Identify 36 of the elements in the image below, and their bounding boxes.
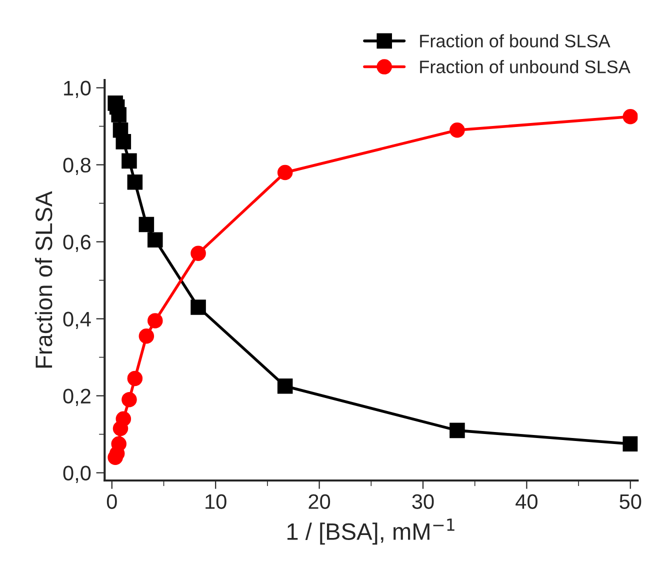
point	[111, 107, 126, 122]
x-tick-label: 20	[308, 494, 330, 509]
point	[148, 313, 163, 328]
y-tick-label: 0,8	[63, 158, 91, 175]
x-tick-label: 10	[206, 494, 226, 509]
point	[116, 411, 132, 427]
point	[122, 392, 137, 408]
point	[138, 328, 154, 344]
y-tick-label: 0,2	[63, 388, 90, 406]
point	[450, 122, 465, 138]
point	[127, 370, 143, 386]
y-tick-label: 0,4	[63, 312, 91, 329]
point	[622, 109, 638, 124]
y-tick-label: 1,0	[64, 80, 91, 98]
legend-label: Fraction of unbound SLSA	[420, 60, 630, 74]
x-tick-label: 50	[620, 494, 642, 509]
y-tick-label: 0,0	[63, 466, 91, 483]
point	[138, 216, 154, 232]
point	[127, 174, 143, 190]
point	[122, 153, 137, 169]
point	[116, 134, 132, 150]
point	[148, 232, 163, 248]
point	[622, 436, 638, 452]
point	[277, 164, 293, 180]
x-axis-title: 1 / [BSA], mM$^{−1}$	[287, 518, 454, 545]
legend-label: Fraction of bound SLSA	[420, 34, 610, 48]
y-axis-title: Fraction of SLSA	[34, 191, 52, 368]
point	[190, 300, 206, 315]
point	[190, 246, 206, 261]
x-tick-label: 0	[106, 494, 117, 509]
y-tick-label: 0,6	[63, 234, 91, 252]
point	[450, 422, 465, 438]
x-tick-label: 30	[412, 494, 434, 509]
point	[277, 378, 293, 394]
point	[111, 436, 126, 452]
x-tick-label: 40	[516, 494, 538, 509]
